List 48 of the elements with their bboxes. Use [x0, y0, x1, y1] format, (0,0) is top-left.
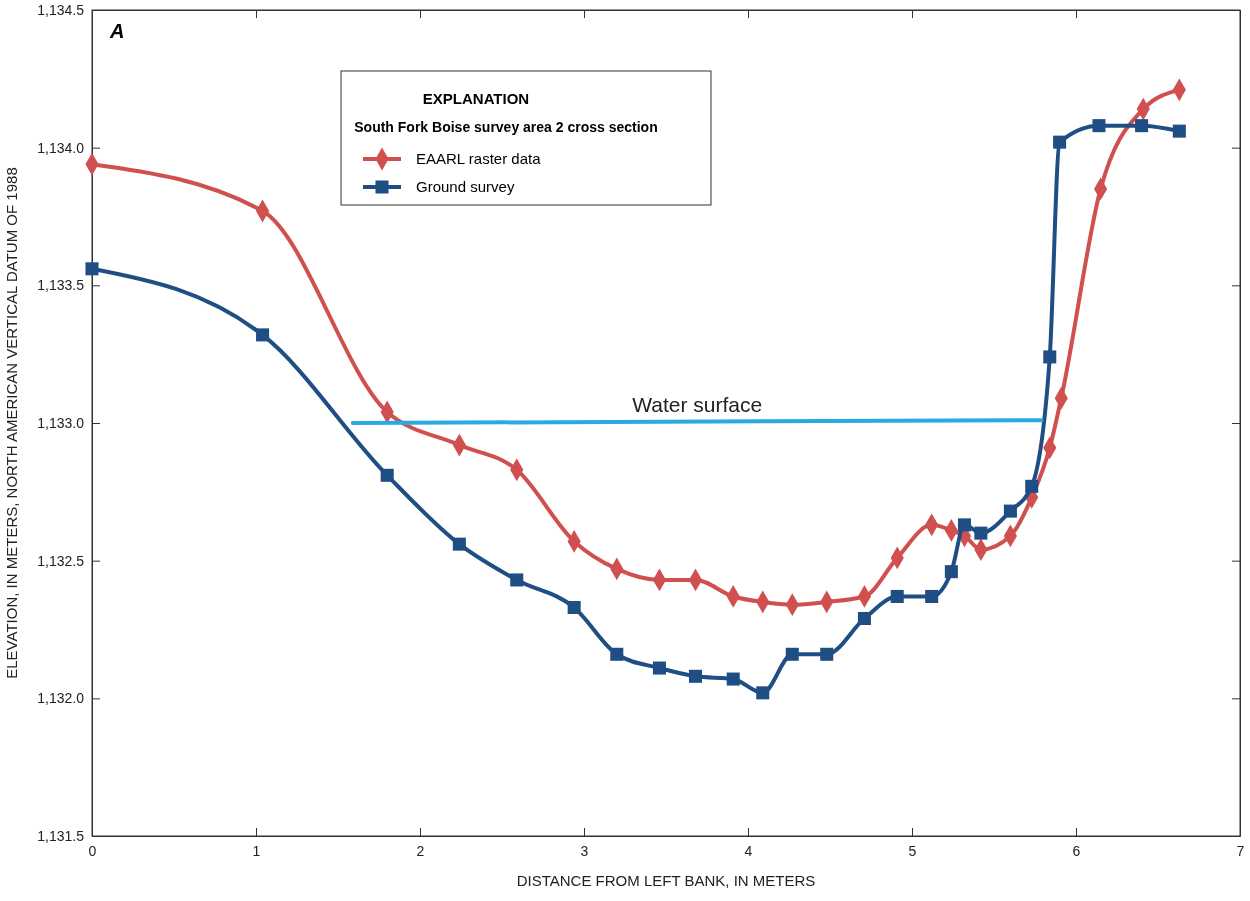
point: [925, 589, 939, 603]
x-tick-label: 6: [1072, 842, 1081, 859]
point: [1003, 504, 1017, 518]
legend-label: EAARL raster data: [416, 150, 542, 167]
point: [1135, 119, 1149, 133]
point: [756, 686, 770, 700]
y-tick-label: 1,132.5: [37, 552, 85, 569]
point: [974, 526, 988, 540]
x-tick-label: 2: [416, 842, 425, 859]
point: [85, 262, 99, 276]
y-tick-label: 1,133.0: [37, 414, 85, 431]
point: [1043, 350, 1057, 364]
point: [726, 672, 740, 686]
annotation: A: [109, 20, 125, 42]
point: [1092, 119, 1106, 133]
point: [944, 565, 958, 579]
x-tick-label: 5: [908, 842, 917, 859]
y-tick-label: 1,133.5: [37, 277, 85, 294]
y-tick-label: 1,131.5: [37, 827, 85, 844]
series-label: Water surface: [632, 392, 763, 416]
point: [567, 600, 581, 614]
point: [452, 537, 466, 551]
point: [890, 589, 904, 603]
y-tick-label: 1,134.0: [37, 139, 85, 156]
point: [1025, 479, 1039, 493]
legend-label: Ground survey: [416, 178, 515, 195]
x-tick-label: 3: [580, 842, 589, 859]
point: [510, 573, 524, 587]
x-tick-label: 4: [744, 842, 753, 859]
point: [256, 328, 270, 342]
x-tick-label: 1: [252, 842, 261, 859]
x-tick-label: 7: [1236, 842, 1245, 859]
point: [652, 661, 666, 675]
point: [689, 669, 703, 683]
point: [957, 518, 971, 532]
legend-title: EXPLANATION South Fork Boise survey area 2 cross section: [354, 90, 658, 135]
y-tick-label: 1,134.5: [37, 1, 85, 18]
point: [380, 468, 394, 482]
x-axis-title: DISTANCE FROM LEFT BANK, IN METERS: [516, 872, 816, 889]
point: [1172, 124, 1186, 138]
point: [785, 647, 799, 661]
y-axis-title: ELEVATION, IN METERS, NORTH AMERICAN VERTICAL DATUM OF 1988: [3, 167, 20, 679]
point: [820, 647, 834, 661]
y-tick-label: 1,132.0: [37, 690, 85, 707]
point: [610, 647, 624, 661]
point: [1053, 135, 1067, 149]
x-tick-label: 0: [88, 842, 97, 859]
point: [857, 611, 871, 626]
